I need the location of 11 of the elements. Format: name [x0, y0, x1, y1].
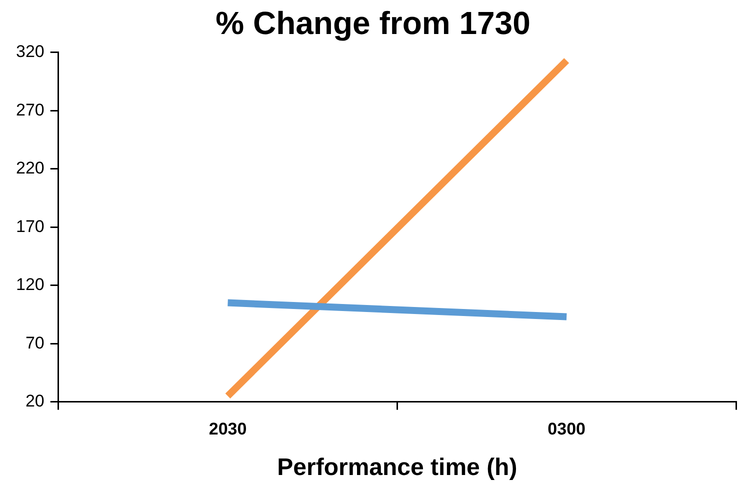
chart-title: % Change from 1730: [216, 5, 530, 42]
y-tick-label: 70: [25, 333, 44, 352]
y-tick-label: 320: [16, 42, 44, 62]
y-tick-label: 170: [16, 216, 44, 236]
y-tick-label: 20: [25, 391, 44, 410]
y-tick-label: 220: [16, 158, 44, 178]
x-tick-label: 2030: [208, 420, 247, 439]
x-axis-title: Performance time (h): [277, 454, 518, 482]
x-tick-label: 0300: [548, 420, 586, 439]
y-tick-label: 270: [16, 100, 44, 120]
y-tick-label: 120: [16, 275, 44, 294]
